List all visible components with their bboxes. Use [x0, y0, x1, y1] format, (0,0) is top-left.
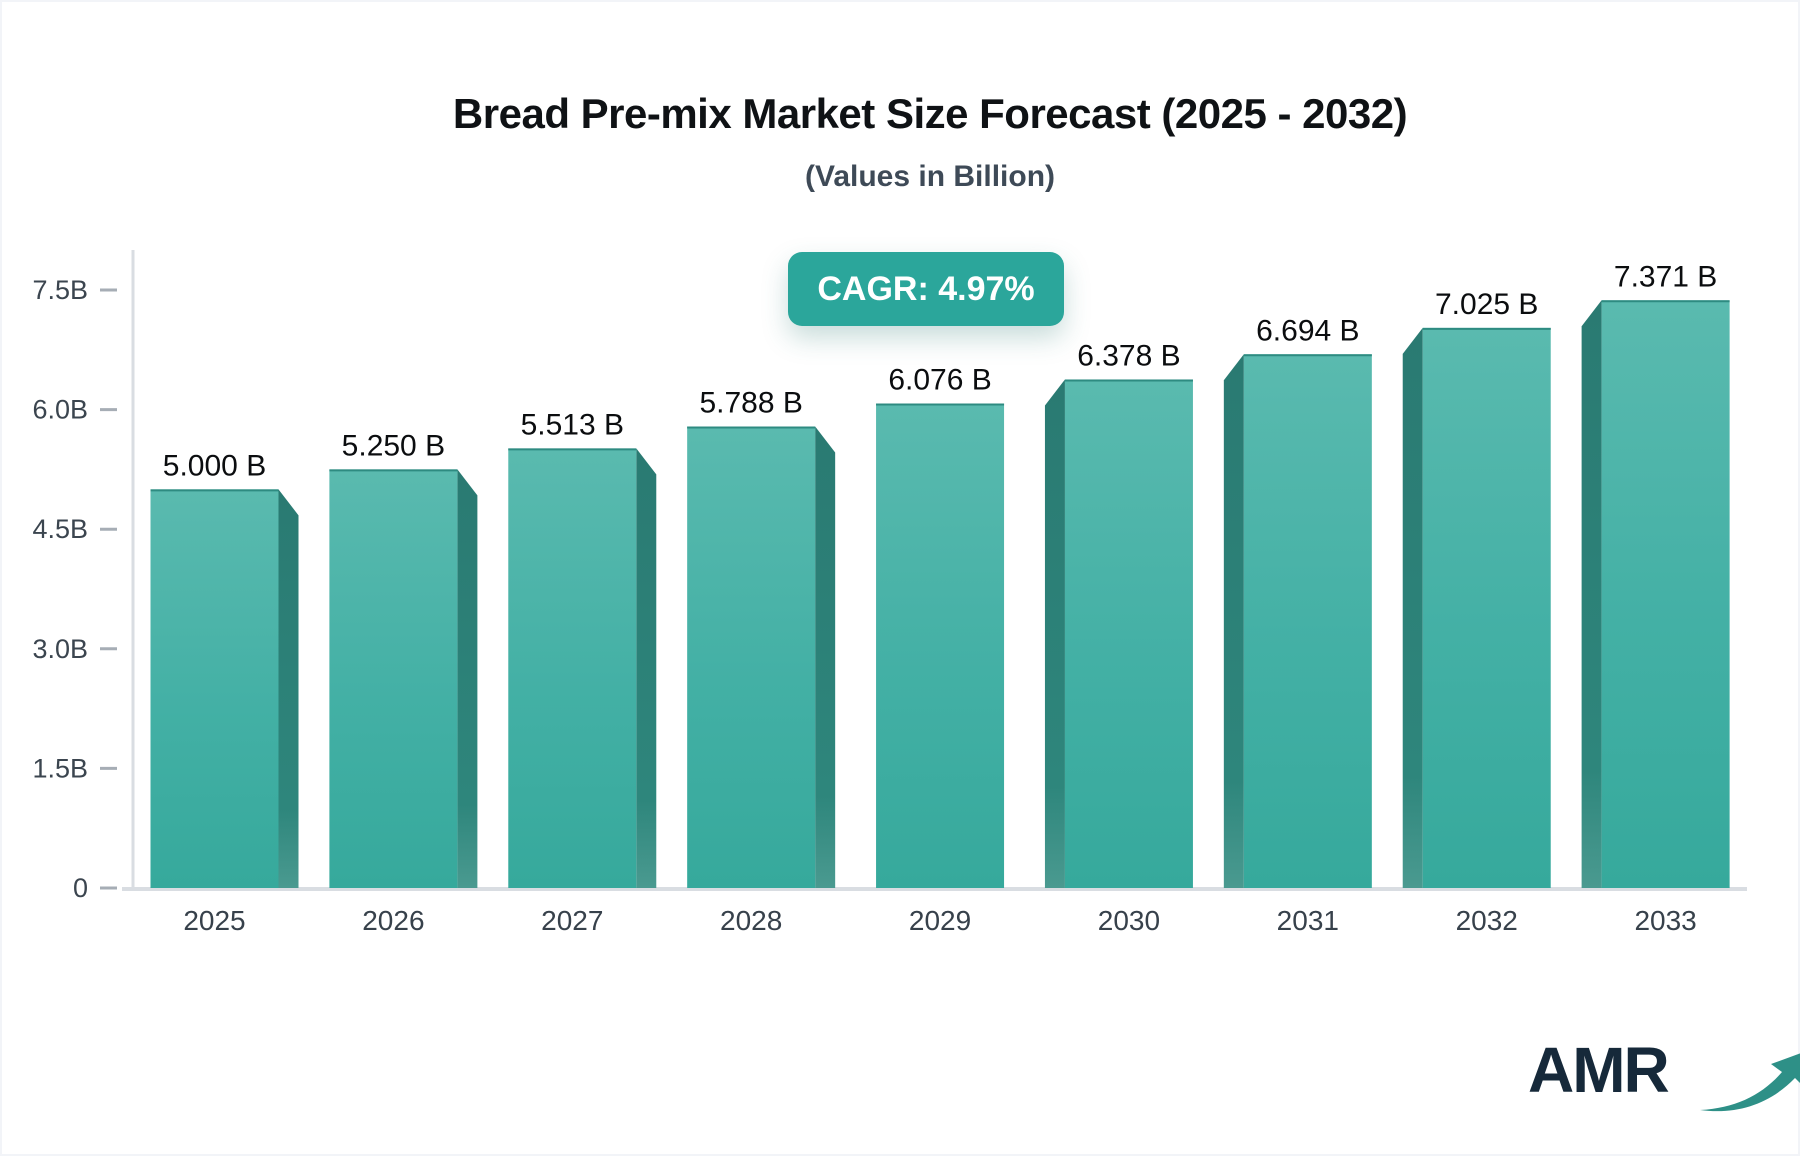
x-tick-label: 2026 [362, 905, 424, 936]
bar-side-face [815, 426, 836, 888]
chart-title: Bread Pre-mix Market Size Forecast (2025… [452, 90, 1408, 137]
y-tick-label: 0 [73, 873, 88, 903]
bar [329, 469, 458, 888]
bar [1422, 327, 1551, 889]
bar [150, 489, 279, 888]
y-tick-label: 1.5B [32, 753, 88, 783]
bar-value-label: 6.076 B [888, 364, 991, 397]
bar-value-label: 5.513 B [521, 408, 624, 441]
x-tick-label: 2025 [183, 905, 245, 936]
x-tick-label: 2031 [1277, 905, 1339, 936]
amr-logo: AMR [1528, 1032, 1800, 1118]
growth-arrow-icon [1700, 1053, 1800, 1112]
bar-value-label: 5.788 B [699, 387, 802, 420]
cagr-badge-label: CAGR: 4.97% [817, 269, 1035, 308]
chart-axes: 0 1.5B 3.0B 4.5B 6.0B 7.5B [32, 250, 1747, 903]
y-tick-label: 4.5B [32, 514, 88, 544]
bar-value-label: 5.000 B [163, 449, 266, 482]
cagr-badge: CAGR: 4.97% [788, 252, 1064, 326]
chart-labels: 5.000 B 2025 5.250 B 2026 5.513 B 2027 5.788 B… [163, 260, 1718, 936]
y-tick-label: 7.5B [32, 275, 88, 305]
bar-side-face [457, 469, 478, 888]
bar-value-label: 7.025 B [1435, 288, 1538, 321]
bar [687, 426, 816, 888]
bar-side-face [1044, 379, 1065, 888]
x-tick-label: 2028 [720, 905, 782, 936]
chart-subtitle: (Values in Billion) [804, 160, 1056, 193]
bar-value-label: 5.250 B [342, 429, 445, 462]
bar-side-face [1581, 300, 1602, 888]
amr-logo-text: AMR [1528, 1034, 1670, 1106]
chart-bars [150, 300, 1730, 889]
x-tick-label: 2032 [1456, 905, 1518, 936]
y-tick-label: 6.0B [32, 395, 88, 425]
bar-value-label: 6.378 B [1077, 339, 1180, 372]
bar [1064, 379, 1193, 888]
bar-value-label: 7.371 B [1614, 260, 1717, 293]
x-tick-label: 2030 [1098, 905, 1160, 936]
bar-side-face [1402, 327, 1423, 889]
bar-side-face [636, 448, 657, 888]
bar [508, 448, 637, 888]
bar [876, 403, 1005, 888]
y-tick-label: 3.0B [32, 634, 88, 664]
x-tick-label: 2027 [541, 905, 603, 936]
bar [1243, 354, 1372, 888]
x-tick-label: 2033 [1634, 905, 1696, 936]
bar-side-face [1223, 354, 1244, 888]
bar [1601, 300, 1730, 888]
bar-value-label: 6.694 B [1256, 314, 1359, 347]
bar-side-face [278, 489, 299, 888]
x-tick-label: 2029 [909, 905, 971, 936]
